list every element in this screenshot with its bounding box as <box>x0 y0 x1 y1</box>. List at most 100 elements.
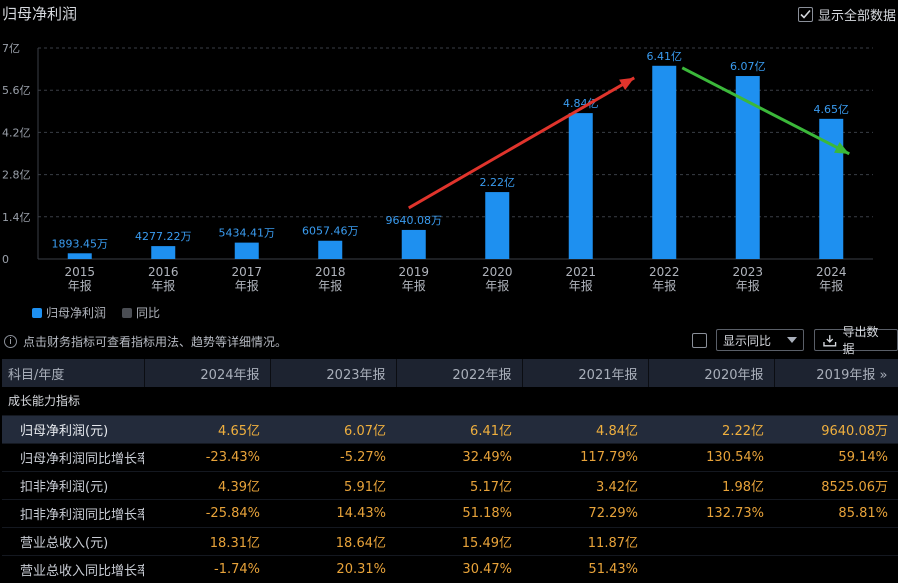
table-cell: 85.81% <box>774 499 898 528</box>
header-2023[interactable]: 2023年报 <box>270 359 397 387</box>
x-tick-sublabel: 年报 <box>68 278 92 293</box>
table-cell: 4.39亿 <box>144 471 270 500</box>
y-tick-label: 1.4亿 <box>2 211 31 224</box>
bar <box>652 65 677 259</box>
x-tick-label: 2017 <box>231 265 262 279</box>
legend-item-profit[interactable]: 归母净利润 <box>32 304 106 321</box>
table-cell: 1.98亿 <box>648 471 774 500</box>
info-text: 点击财务指标可查看指标用法、趋势等详细情况。 <box>23 335 288 349</box>
row-label[interactable]: 归母净利润(元) <box>2 415 144 444</box>
financial-table: 科目/年度 2024年报 2023年报 2022年报 2021年报 2020年报… <box>2 359 898 583</box>
table-cell: 4.84亿 <box>522 415 648 444</box>
table-cell: 117.79% <box>522 443 648 472</box>
table-cell: 6.07亿 <box>270 415 396 444</box>
bar <box>485 192 510 259</box>
table-row[interactable]: 营业总收入同比增长率 -1.74% 20.31% 30.47% 51.43% <box>2 555 898 583</box>
header-2022[interactable]: 2022年报 <box>396 359 523 387</box>
section-title: 成长能力指标 <box>2 387 898 416</box>
data-label: 4.84亿 <box>563 97 599 110</box>
header-2021[interactable]: 2021年报 <box>522 359 649 387</box>
x-tick-sublabel: 年报 <box>151 278 175 293</box>
chart-title: 归母净利润 <box>2 5 78 23</box>
table-cell: -25.84% <box>144 499 270 528</box>
row-label[interactable]: 营业总收入同比增长率 <box>2 555 144 583</box>
chart-legend: 归母净利润 同比 <box>32 304 160 321</box>
data-label: 9640.08万 <box>386 214 443 227</box>
x-tick-sublabel: 年报 <box>569 278 593 293</box>
data-label: 2.22亿 <box>480 176 516 189</box>
show-all-checkbox[interactable] <box>797 7 813 22</box>
x-tick-sublabel: 年报 <box>819 278 843 293</box>
header-subject: 科目/年度 <box>2 359 145 387</box>
row-label[interactable]: 营业总收入(元) <box>2 527 144 556</box>
y-tick-label: 0 <box>2 253 9 266</box>
data-label: 6.07亿 <box>730 60 766 73</box>
x-tick-label: 2018 <box>315 265 346 279</box>
data-label: 5434.41万 <box>219 227 276 240</box>
table-cell: 51.43% <box>522 555 648 583</box>
table-row[interactable]: 扣非净利润(元) 4.39亿 5.91亿 5.17亿 3.42亿 1.98亿 8525.06… <box>2 471 898 500</box>
table-cell: 59.14% <box>774 443 898 472</box>
x-tick-sublabel: 年报 <box>736 278 760 293</box>
row-label[interactable]: 扣非净利润(元) <box>2 471 144 500</box>
table-row[interactable]: 营业总收入(元) 18.31亿 18.64亿 15.49亿 11.87亿 <box>2 527 898 556</box>
show-all-toggle[interactable]: 显示全部数据 <box>797 5 896 24</box>
table-cell: 20.31% <box>270 555 396 583</box>
down-trend-arrow-head <box>834 142 850 154</box>
x-tick-label: 2023 <box>732 265 763 279</box>
table-cell: 5.17亿 <box>396 471 522 500</box>
header-2020[interactable]: 2020年报 <box>648 359 775 387</box>
y-tick-label: 2.8亿 <box>2 169 31 182</box>
export-button[interactable]: 导出数据 <box>814 325 898 356</box>
data-label: 4.65亿 <box>814 103 850 116</box>
compare-checkbox[interactable] <box>692 333 707 348</box>
show-all-label: 显示全部数据 <box>817 9 896 24</box>
bar <box>318 240 343 259</box>
x-tick-label: 2015 <box>64 265 95 279</box>
legend-item-yoy[interactable]: 同比 <box>122 304 160 321</box>
section-row: 成长能力指标 <box>2 387 898 416</box>
header-2019[interactable]: 2019年报 » <box>774 359 898 387</box>
table-cell: -23.43% <box>144 443 270 472</box>
table-cell <box>774 555 898 583</box>
data-label: 6.41亿 <box>647 50 683 63</box>
x-tick-label: 2019 <box>398 265 429 279</box>
x-tick-label: 2024 <box>816 265 847 279</box>
table-cell: 18.31亿 <box>144 527 270 556</box>
download-icon <box>823 334 837 346</box>
table-row[interactable]: 扣非净利润同比增长率 -25.84% 14.43% 51.18% 72.29% 132.7… <box>2 499 898 528</box>
table-cell: 9640.08万 <box>774 415 898 444</box>
info-icon: i <box>4 335 17 348</box>
table-cell: 30.47% <box>396 555 522 583</box>
y-tick-label: 4.2亿 <box>2 126 31 139</box>
table-cell: -1.74% <box>144 555 270 583</box>
y-tick-label: 5.6亿 <box>2 84 31 97</box>
table-cell: 72.29% <box>522 499 648 528</box>
export-label: 导出数据 <box>842 325 879 356</box>
legend-swatch-yoy <box>122 307 133 318</box>
x-tick-sublabel: 年报 <box>318 278 342 293</box>
bar <box>67 253 92 259</box>
table-cell: 32.49% <box>396 443 522 472</box>
x-tick-label: 2021 <box>565 265 596 279</box>
double-chevron-right-icon[interactable]: » <box>879 367 888 383</box>
bar <box>234 242 259 259</box>
row-label[interactable]: 扣非净利润同比增长率 <box>2 499 144 528</box>
data-label: 6057.46万 <box>302 225 359 238</box>
table-cell: 14.43% <box>270 499 396 528</box>
table-cell: 6.41亿 <box>396 415 522 444</box>
compare-select[interactable]: 显示同比 <box>716 329 804 351</box>
table-cell: 132.73% <box>648 499 774 528</box>
table-cell: 8525.06万 <box>774 471 898 500</box>
x-tick-label: 2020 <box>482 265 513 279</box>
table-row[interactable]: 归母净利润同比增长率 -23.43% -5.27% 32.49% 117.79% 130.… <box>2 443 898 472</box>
down-trend-arrow-line <box>681 66 850 156</box>
header-2024[interactable]: 2024年报 <box>144 359 271 387</box>
row-label[interactable]: 归母净利润同比增长率 <box>2 443 144 472</box>
table-cell: 11.87亿 <box>522 527 648 556</box>
bar <box>151 246 176 259</box>
table-cell: 15.49亿 <box>396 527 522 556</box>
table-row[interactable]: 归母净利润(元) 4.65亿 6.07亿 6.41亿 4.84亿 2.22亿 9640.08… <box>2 415 898 444</box>
bar <box>819 118 844 259</box>
data-label: 1893.45万 <box>52 237 109 250</box>
